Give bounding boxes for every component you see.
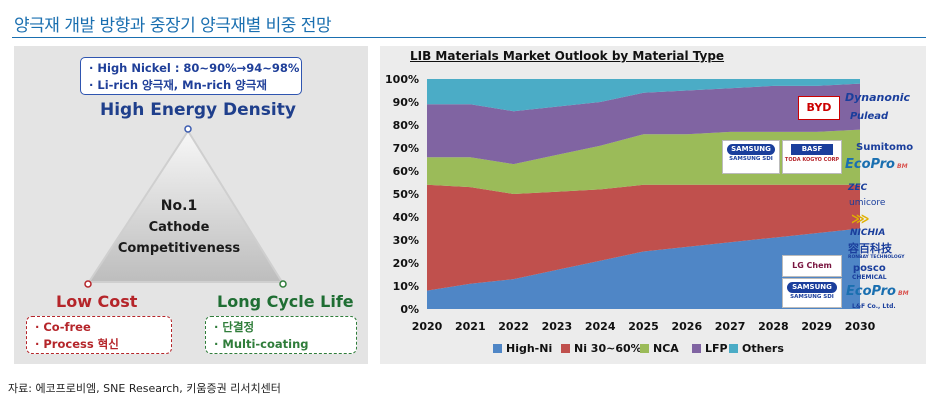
logo-basf: BASF TODA KOGYO CORP [782, 140, 842, 174]
logo-basf-text: BASF [791, 144, 833, 155]
area-series-high-ni [427, 228, 860, 309]
area-series-lfp [427, 83, 860, 165]
y-tick-label: 70% [393, 142, 419, 155]
logo-ecopro-2-text: EcoPro [846, 284, 896, 299]
vertex-right-marker [279, 280, 287, 288]
page-title: 양극재 개발 방향과 중장기 양극재별 비중 전망 [14, 16, 332, 36]
logo-byd-text: BYD [806, 101, 832, 114]
y-tick-label: 30% [393, 234, 419, 247]
chart-title: LIB Materials Market Outlook by Material… [410, 49, 725, 63]
y-tick-label: 80% [393, 119, 419, 132]
label-long-cycle-life: Long Cycle Life [217, 292, 354, 311]
logo-ecopro-1-sub: BM [897, 163, 908, 170]
stacked-area-chart: 0% 10% 20% 30% 40% 50% 60% 70% 80% 90% 100% 2020 202… [385, 73, 876, 333]
low-cost-item-2: · Process 혁신 [35, 337, 119, 351]
logo-posco-sub: CHEMICAL [852, 274, 887, 281]
logo-samsung-sdi-2: SAMSUNG SAMSUNG SDI [782, 278, 842, 308]
x-tick-label: 2023 [542, 320, 573, 333]
legend-item-ni-30-60: Ni 30~60% [561, 342, 642, 355]
legend-label-ni-30-60: Ni 30~60% [574, 342, 642, 355]
high-nickel-line-2: · Li-rich 양극재, Mn-rich 양극재 [89, 78, 267, 92]
legend-swatch-lfp [692, 344, 701, 353]
logo-nichia: NICHIA [850, 228, 886, 238]
logo-umicore: umicore [849, 198, 886, 208]
triangle-shape [87, 129, 284, 283]
logo-ecopro-1-text: EcoPro [845, 157, 895, 172]
x-tick-label: 2029 [801, 320, 832, 333]
x-tick-label: 2028 [758, 320, 789, 333]
logo-ecopro-2-sub: BM [898, 290, 909, 297]
logo-pulead: Pulead [850, 111, 889, 122]
x-tick-label: 2022 [498, 320, 529, 333]
y-tick-label: 0% [400, 303, 419, 316]
y-tick-label: 50% [393, 188, 419, 201]
logo-lf: L&F Co., Ltd. [852, 303, 896, 310]
triangle-center-text: No.1 Cathode Competitiveness [106, 196, 252, 259]
logo-samsung-2-sub: SAMSUNG SDI [790, 294, 834, 300]
y-tick-label: 10% [393, 280, 419, 293]
y-tick-label: 40% [393, 211, 419, 224]
high-nickel-line-1: · High Nickel : 80~90%→94~98% [89, 61, 300, 75]
logo-lg-chem-text: LG Chem [792, 261, 832, 270]
logo-ecopro-1: EcoPro BM [845, 157, 908, 172]
legend-item-high-ni: High-Ni [493, 342, 552, 355]
legend-label-others: Others [742, 342, 784, 355]
logo-ronbay-sub: RONBAY TECHNOLOGY [848, 255, 905, 260]
legend-swatch-others [729, 344, 738, 353]
logo-ronbay: 容百科技 RONBAY TECHNOLOGY [848, 240, 905, 260]
logo-posco: posco CHEMICAL [852, 263, 887, 281]
vertex-left-marker [84, 280, 92, 288]
title-underline [12, 37, 926, 38]
logo-samsung-sdi-1: SAMSUNG SAMSUNG SDI [722, 140, 780, 174]
y-tick-label: 60% [393, 165, 419, 178]
legend-swatch-ni-30-60 [561, 344, 570, 353]
logo-yellow-emblem: ⋙ [851, 212, 870, 227]
y-tick-label: 100% [385, 73, 419, 86]
high-nickel-box: · High Nickel : 80~90%→94~98% · Li-rich … [80, 57, 302, 95]
legend-item-nca: NCA [640, 342, 679, 355]
legend-item-lfp: LFP [692, 342, 728, 355]
y-tick-label: 20% [393, 257, 419, 270]
y-tick-label: 90% [393, 96, 419, 109]
low-cost-item-1: · Co-free [35, 320, 91, 334]
logo-zec: ZEC [848, 183, 868, 193]
x-tick-label: 2021 [455, 320, 486, 333]
center-line-3: Competitiveness [117, 241, 241, 256]
x-tick-label: 2024 [585, 320, 616, 333]
logo-posco-text: posco [852, 263, 886, 274]
legend-label-nca: NCA [653, 342, 679, 355]
vertex-top-marker [184, 125, 192, 133]
legend-label-high-ni: High-Ni [506, 342, 553, 355]
logo-samsung-1-text: SAMSUNG [727, 144, 775, 155]
center-line-2: Cathode [148, 220, 210, 235]
area-series-ni-30-60 [427, 184, 860, 291]
logo-ronbay-text: 容百科技 [848, 242, 892, 255]
center-line-1: No.1 [160, 198, 198, 214]
long-cycle-box: · 단결정 · Multi-coating [205, 316, 357, 354]
logo-ecopro-2: EcoPro BM [846, 284, 909, 299]
logo-dynanonic: Dynanonic [845, 91, 911, 104]
x-tick-label: 2020 [412, 320, 443, 333]
logo-samsung-2-text: SAMSUNG [787, 282, 837, 293]
legend-item-others: Others [729, 342, 784, 355]
label-high-energy-density: High Energy Density [100, 100, 296, 120]
long-cycle-item-1: · 단결정 [214, 320, 255, 334]
x-tick-label: 2030 [845, 320, 876, 333]
logo-samsung-1-sub: SAMSUNG SDI [729, 156, 773, 162]
low-cost-box: · Co-free · Process 혁신 [26, 316, 172, 354]
logo-sumitomo: Sumitomo [856, 142, 914, 153]
legend-swatch-nca [640, 344, 649, 353]
x-tick-label: 2026 [671, 320, 702, 333]
legend-swatch-high-ni [493, 344, 502, 353]
logo-basf-sub: TODA KOGYO CORP [784, 157, 840, 163]
source-note: 자료: 에코프로비엠, SNE Research, 키움증권 리서치센터 [8, 382, 281, 395]
long-cycle-item-2: · Multi-coating [214, 337, 309, 351]
x-tick-label: 2025 [628, 320, 659, 333]
x-tick-label: 2027 [715, 320, 746, 333]
logo-lg-chem: LG Chem [782, 255, 842, 277]
logo-byd: BYD [798, 96, 840, 120]
label-low-cost: Low Cost [56, 292, 138, 311]
legend-label-lfp: LFP [705, 342, 728, 355]
